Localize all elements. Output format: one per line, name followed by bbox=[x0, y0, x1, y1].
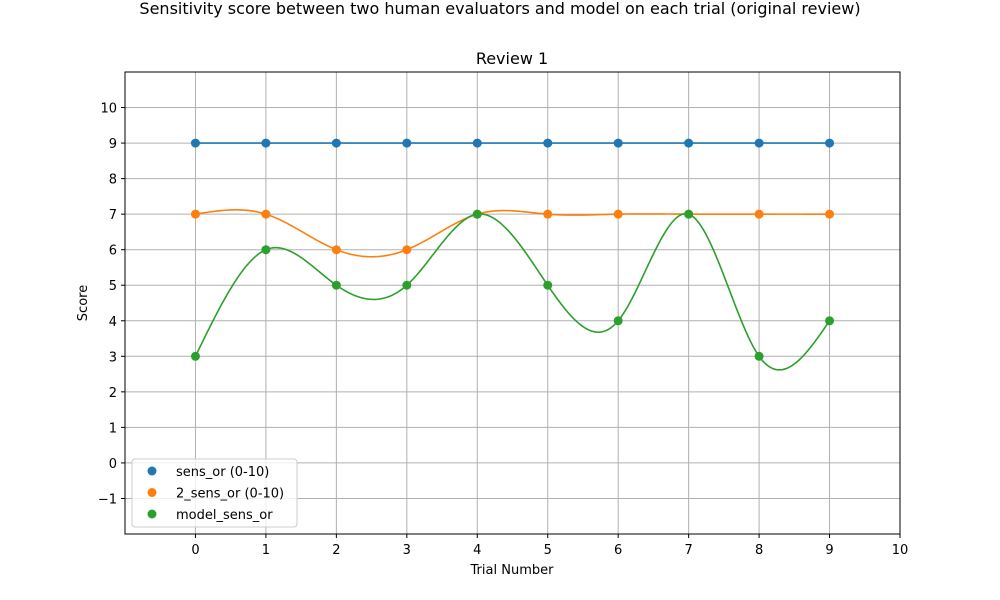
data-point bbox=[543, 138, 553, 148]
y-tick-label: 10 bbox=[100, 102, 117, 117]
x-tick-label: 7 bbox=[684, 543, 692, 558]
data-point bbox=[261, 138, 271, 148]
y-tick-label: 7 bbox=[109, 208, 117, 223]
x-tick-label: 6 bbox=[614, 543, 622, 558]
plot-frame bbox=[124, 71, 901, 535]
data-point bbox=[190, 351, 200, 361]
data-point bbox=[331, 138, 341, 148]
x-tick-label: 4 bbox=[473, 543, 481, 558]
data-point bbox=[402, 280, 412, 290]
legend: sens_or (0-10) 2_sens_or (0-10) model_sens… bbox=[131, 458, 298, 528]
data-point bbox=[331, 280, 341, 290]
x-tick-label: 9 bbox=[825, 543, 833, 558]
y-axis-ticks: −1 0 1 2 3 4 5 6 7 8 9 10 bbox=[98, 102, 125, 507]
y-tick-label: 1 bbox=[109, 421, 117, 436]
y-tick-label: 3 bbox=[109, 350, 117, 365]
x-tick-label: 8 bbox=[755, 543, 763, 558]
data-point bbox=[190, 138, 200, 148]
data-point bbox=[613, 209, 623, 219]
data-point bbox=[472, 138, 482, 148]
data-point bbox=[825, 209, 835, 219]
y-tick-label: 9 bbox=[109, 137, 117, 152]
y-tick-label: 5 bbox=[109, 279, 117, 294]
x-tick-label: 10 bbox=[892, 543, 909, 558]
legend-marker bbox=[147, 488, 157, 497]
data-point bbox=[331, 245, 341, 255]
legend-box bbox=[131, 458, 298, 528]
legend-marker bbox=[147, 509, 157, 519]
x-tick-label: 3 bbox=[403, 543, 411, 558]
x-tick-label: 0 bbox=[191, 543, 199, 558]
data-point bbox=[754, 209, 764, 219]
data-point bbox=[402, 138, 412, 148]
y-tick-label: 0 bbox=[109, 457, 117, 472]
x-tick-label: 2 bbox=[332, 543, 340, 558]
data-point bbox=[684, 209, 694, 219]
data-point bbox=[825, 316, 835, 326]
x-tick-label: 5 bbox=[544, 543, 552, 558]
data-point bbox=[190, 209, 200, 219]
data-point bbox=[402, 245, 412, 255]
data-point bbox=[613, 138, 623, 148]
data-point bbox=[754, 138, 764, 148]
data-point bbox=[613, 316, 623, 326]
legend-label: 2_sens_or (0-10) bbox=[176, 487, 284, 502]
series-line-1 bbox=[195, 209, 830, 258]
data-point bbox=[684, 138, 694, 148]
data-point bbox=[472, 209, 482, 219]
data-point bbox=[261, 209, 271, 219]
y-axis-label: Score bbox=[76, 285, 91, 321]
legend-label: sens_or (0-10) bbox=[176, 465, 269, 480]
y-tick-label: 6 bbox=[109, 244, 117, 259]
data-point bbox=[543, 209, 553, 219]
series-points bbox=[190, 138, 835, 361]
data-point bbox=[754, 351, 764, 361]
y-tick-label: −1 bbox=[98, 492, 117, 507]
data-point bbox=[543, 280, 553, 290]
x-tick-label: 1 bbox=[262, 543, 270, 558]
chart-suptitle: Sensitivity score between two human eval… bbox=[139, 0, 860, 18]
y-tick-label: 2 bbox=[109, 386, 117, 401]
x-axis-ticks: 0 1 2 3 4 5 6 7 8 9 10 bbox=[191, 534, 908, 558]
legend-marker bbox=[147, 466, 157, 476]
x-axis-label: Trial Number bbox=[470, 563, 555, 578]
series-lines bbox=[194, 142, 831, 371]
series-line-2 bbox=[194, 212, 831, 371]
chart-title: Review 1 bbox=[476, 49, 548, 68]
data-point bbox=[825, 138, 835, 148]
y-tick-label: 8 bbox=[109, 173, 117, 188]
legend-label: model_sens_or bbox=[176, 508, 273, 523]
data-point bbox=[261, 245, 271, 255]
y-tick-label: 4 bbox=[109, 315, 117, 330]
